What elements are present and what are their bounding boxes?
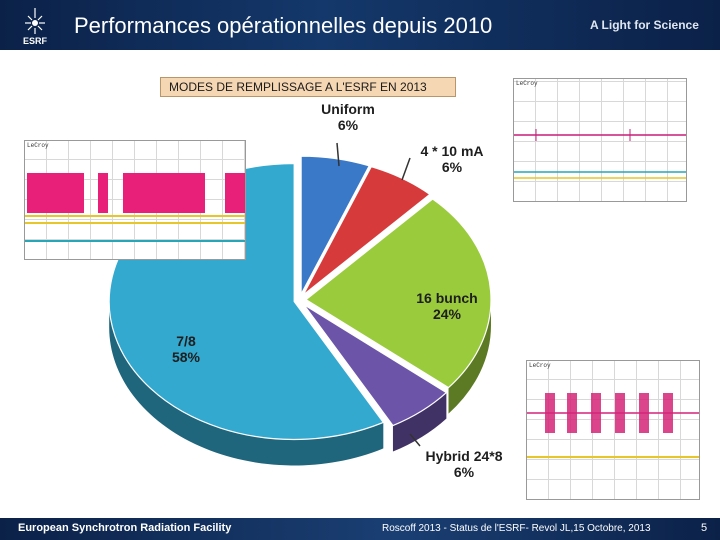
header-bar: ESRF Performances opérationnelles depuis… (0, 0, 720, 50)
pie-slice-0 (300, 155, 371, 295)
scope-label: LeCroy (27, 142, 49, 149)
slice-label-uniform: Uniform 6% (318, 101, 378, 133)
pie-side-2 (448, 299, 491, 414)
page-number: 5 (701, 522, 708, 534)
slice-name: 16 bunch (416, 290, 478, 306)
slice-percent: 24% (432, 306, 462, 322)
pie-slice-3 (303, 304, 448, 427)
leader-lines (336, 142, 421, 447)
slice-name: Hybrid 24*8 (425, 448, 503, 464)
pie-side-4 (109, 301, 384, 466)
page-title: Performances opérationnelles depuis 2010 (74, 13, 493, 38)
slice-percent: 6% (441, 159, 463, 175)
esrf-logo-icon: ESRF (23, 8, 48, 46)
slice-name: Uniform (321, 101, 375, 117)
pie-side-3 (392, 392, 447, 452)
footer-bar: European Synchrotron Radiation Facility … (0, 518, 720, 540)
oscilloscope-trace-top-right: LeCroy (513, 78, 687, 202)
chart-title: MODES DE REMPLISSAGE A L'ESRF EN 2013 (169, 80, 427, 94)
pie-sides (109, 299, 491, 466)
scope-traces (527, 393, 699, 458)
scope-traces (514, 129, 686, 179)
slice-label-hybrid: Hybrid 24*8 6% (414, 448, 514, 480)
scope-traces (25, 173, 245, 242)
tagline: A Light for Science (590, 18, 699, 32)
header-background (0, 0, 720, 50)
scope-label: LeCroy (529, 362, 551, 369)
svg-text:ESRF: ESRF (23, 36, 48, 46)
slice-percent: 6% (337, 117, 359, 133)
pie-slice-2 (304, 198, 492, 389)
slice-percent: 6% (453, 464, 475, 480)
oscilloscope-trace-bottom-right: LeCroy (526, 360, 700, 500)
slice-percent: 58% (171, 349, 201, 365)
scope-grid (514, 79, 686, 201)
slice-label-16bunch: 16 bunch 24% (412, 290, 482, 322)
slice-label-7-8: 7/8 58% (164, 333, 208, 365)
footer-citation: Roscoff 2013 - Status de l'ESRF- Revol J… (382, 523, 651, 534)
slice-label-4x10ma: 4 * 10 mA 6% (412, 143, 492, 175)
slice-name: 7/8 (176, 333, 196, 349)
oscilloscope-trace-left: LeCroy (24, 140, 246, 260)
footer-organization: European Synchrotron Radiation Facility (18, 522, 232, 534)
slice-name: 4 * 10 mA (420, 143, 484, 159)
scope-label: LeCroy (516, 80, 538, 87)
chart-title-box: MODES DE REMPLISSAGE A L'ESRF EN 2013 (160, 77, 456, 97)
